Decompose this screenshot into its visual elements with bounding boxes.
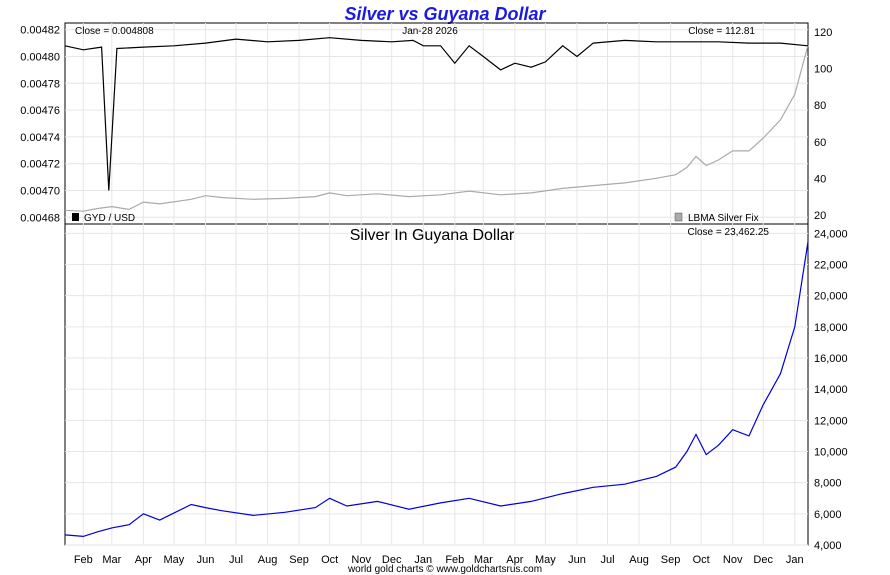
- x-tick-label: Aug: [629, 554, 649, 566]
- series-lines: [64, 37, 809, 538]
- bottom-y-tick-label: 6,000: [814, 509, 842, 521]
- date-label: Jan-28 2026: [402, 26, 458, 37]
- x-tick-label: Apr: [506, 554, 523, 566]
- left-y-tick-label: 0.00472: [20, 159, 60, 171]
- bottom-y-tick-label: 12,000: [814, 415, 848, 427]
- x-tick-label: Mar: [102, 554, 121, 566]
- bottom-y-tick-label: 16,000: [814, 353, 848, 365]
- legend-label-silver: LBMA Silver Fix: [688, 213, 759, 224]
- right-y-tick-label: 40: [814, 173, 826, 185]
- bottom-y-tick-label: 10,000: [814, 447, 848, 459]
- right-y-tick-label: 100: [814, 64, 832, 76]
- left-y-tick-label: 0.00474: [20, 132, 60, 144]
- grid-lines: [65, 23, 808, 546]
- bottom-y-tick-label: 8,000: [814, 478, 842, 490]
- bottom-y-tick-label: 18,000: [814, 322, 848, 334]
- x-tick-label: Sep: [661, 554, 681, 566]
- x-tick-label: Jun: [568, 554, 586, 566]
- left-close-label: Close = 0.004808: [75, 26, 154, 37]
- x-tick-label: Feb: [74, 554, 93, 566]
- x-tick-label: Jul: [600, 554, 614, 566]
- x-tick-label: Apr: [135, 554, 152, 566]
- left-y-tick-label: 0.00476: [20, 105, 60, 117]
- x-tick-label: Jan: [414, 554, 432, 566]
- bottom-y-tick-label: 14,000: [814, 384, 848, 396]
- x-tick-label: Dec: [753, 554, 773, 566]
- legend-label-gyd: GYD / USD: [84, 213, 135, 224]
- left-y-tick-label: 0.00480: [20, 52, 60, 64]
- bottom-y-tick-label: 24,000: [814, 228, 848, 240]
- x-tick-label: Jul: [229, 554, 243, 566]
- bottom-panel-frame: [64, 223, 809, 546]
- left-y-tick-label: 0.00478: [20, 78, 60, 90]
- legend-swatch-silver: [674, 212, 683, 222]
- bottom-panel-title: Silver In Guyana Dollar: [350, 227, 515, 244]
- x-tick-label: May: [164, 554, 185, 566]
- x-tick-label: Dec: [382, 554, 402, 566]
- gyd-usd-line: [64, 37, 809, 191]
- x-tick-label: Nov: [723, 554, 743, 566]
- left-y-tick-label: 0.00482: [20, 25, 60, 37]
- bottom-close-label: Close = 23,462.25: [688, 227, 770, 238]
- x-tick-label: Nov: [351, 554, 371, 566]
- x-tick-label: Oct: [693, 554, 710, 566]
- x-tick-label: Sep: [289, 554, 309, 566]
- chart-title: Silver vs Guyana Dollar: [344, 4, 546, 24]
- left-y-tick-label: 0.00468: [20, 212, 60, 224]
- silver-fix-line: [64, 45, 809, 212]
- legend-swatch-gyd: [72, 213, 79, 221]
- x-tick-label: Jun: [197, 554, 215, 566]
- x-tick-label: Feb: [445, 554, 464, 566]
- x-tick-label: May: [535, 554, 556, 566]
- bottom-y-tick-label: 22,000: [814, 260, 848, 272]
- right-y-tick-label: 80: [814, 100, 826, 112]
- footer-credit: world gold charts © www.goldchartsrus.co…: [347, 564, 542, 575]
- x-tick-label: Jan: [786, 554, 804, 566]
- x-tick-label: Mar: [474, 554, 493, 566]
- right-close-label: Close = 112.81: [688, 26, 755, 37]
- right-y-tick-label: 20: [814, 210, 826, 222]
- x-tick-label: Oct: [321, 554, 338, 566]
- bottom-y-tick-label: 4,000: [814, 540, 842, 552]
- right-y-tick-label: 120: [814, 27, 832, 39]
- x-tick-label: Aug: [258, 554, 278, 566]
- top-panel-frame: [64, 22, 809, 225]
- silver-in-gyd-line: [64, 241, 809, 538]
- axis-labels: Feb Mar Apr May Jun Jul Aug Sep Oct Nov Dec Jan Feb M…: [20, 25, 847, 566]
- left-y-tick-label: 0.00470: [20, 186, 60, 198]
- bottom-y-tick-label: 20,000: [814, 291, 848, 303]
- right-y-tick-label: 60: [814, 137, 826, 149]
